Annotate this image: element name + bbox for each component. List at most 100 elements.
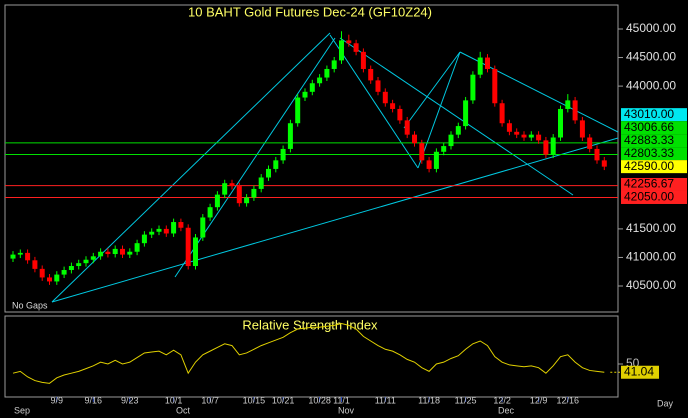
x-tick-label: 10/21 [272, 395, 295, 405]
candle-body [10, 254, 16, 259]
x-tick-label: 11/18 [418, 395, 440, 405]
month-label: Dec [498, 405, 515, 415]
candle-body [83, 259, 89, 264]
rsi-line [12, 323, 605, 384]
level-label: 42050.00 [624, 190, 674, 204]
candle-body [390, 103, 396, 109]
candle-body [353, 43, 359, 52]
trendline [339, 37, 574, 196]
candle-body [550, 137, 556, 155]
candle-body [98, 251, 104, 257]
price-panel [4, 4, 619, 313]
x-tick-label: 10/28 [308, 395, 331, 405]
candle-body [258, 177, 264, 189]
candle-body [171, 222, 177, 234]
candle-body [302, 91, 308, 98]
candle-body [236, 186, 242, 204]
level-label: 42883.33 [624, 133, 674, 147]
trendline [329, 34, 419, 169]
annotation: No Gaps [12, 300, 48, 310]
candle-body [90, 256, 96, 260]
candle-body [397, 108, 403, 121]
candle-body [404, 120, 410, 135]
level-label-box [621, 121, 687, 135]
y-tick-label: 44500.00 [626, 50, 676, 64]
candle-body [470, 74, 476, 101]
x-tick-label: 9/23 [121, 395, 139, 405]
x-tick-label: 12/16 [557, 395, 580, 405]
candle-body [266, 168, 271, 178]
candle-body [324, 68, 330, 78]
candle-body [565, 100, 571, 109]
rsi-title: Relative Strength Index [242, 317, 378, 332]
candle-body [375, 80, 381, 92]
level-label-box [621, 177, 687, 191]
candle-body [572, 100, 578, 121]
candle-body [287, 123, 293, 149]
candle-body [368, 68, 374, 81]
candle-body [280, 148, 286, 161]
candle-body [193, 237, 198, 267]
candle-body [32, 260, 38, 269]
candle-body [536, 134, 542, 141]
candle-body [61, 270, 67, 275]
candle-body [141, 234, 147, 244]
candle-body [594, 148, 600, 161]
candle-body [54, 274, 60, 282]
level-label: 43010.00 [624, 107, 674, 121]
candle-body [426, 160, 432, 169]
x-tick-label: 11/1 [333, 395, 350, 405]
candle-body [214, 194, 220, 208]
level-label-box [621, 190, 687, 204]
last-value-label: 41.04 [624, 364, 654, 378]
candle-body [477, 57, 483, 75]
candle-body [419, 143, 425, 161]
candle-body [163, 228, 169, 234]
y-tick-label: 41500.00 [626, 221, 676, 235]
x-tick-label: 12/9 [530, 395, 548, 405]
candle-body [156, 228, 162, 232]
candle-body [134, 243, 140, 252]
candle-body [528, 134, 534, 138]
candle-body [273, 160, 279, 169]
candle-body [485, 57, 490, 69]
x-tick-label: 9/9 [51, 395, 64, 405]
candle-body [68, 266, 74, 271]
candle-body [346, 40, 352, 44]
candle-body [506, 123, 512, 132]
trendline [51, 137, 619, 303]
y-tick-label: 45000.00 [626, 21, 676, 35]
x-tick-label: 10/15 [243, 395, 266, 405]
candle-body [441, 146, 447, 152]
candle-body [317, 77, 323, 84]
rsi-panel [4, 315, 619, 398]
candle-body [222, 183, 228, 195]
candle-body [200, 217, 206, 238]
candle-body [309, 83, 315, 92]
x-tick-label: 12/2 [493, 395, 511, 405]
y-tick-label: 40500.00 [626, 278, 676, 292]
month-label: Sep [14, 405, 30, 415]
last-value-box [621, 365, 659, 379]
trendlines [51, 32, 619, 303]
candle-body [251, 188, 257, 198]
candle-body [382, 91, 388, 104]
month-label: Nov [338, 405, 355, 415]
candle-body [463, 100, 469, 127]
candle-body [543, 140, 549, 155]
x-tick-label: 11/11 [375, 395, 396, 405]
candle-body [105, 251, 111, 255]
level-label: 42803.33 [624, 146, 674, 160]
level-label: 42590.00 [624, 159, 674, 173]
y-tick-label: 41000.00 [626, 250, 676, 264]
trendline [403, 51, 461, 129]
y-tick-label: 44000.00 [626, 78, 676, 92]
level-label: 42256.67 [624, 177, 674, 191]
candle-body [229, 183, 235, 187]
level-label-box [621, 147, 687, 161]
candle-body [244, 197, 250, 204]
trendline [51, 32, 331, 303]
candle-body [295, 97, 301, 124]
candle-body [587, 137, 593, 149]
